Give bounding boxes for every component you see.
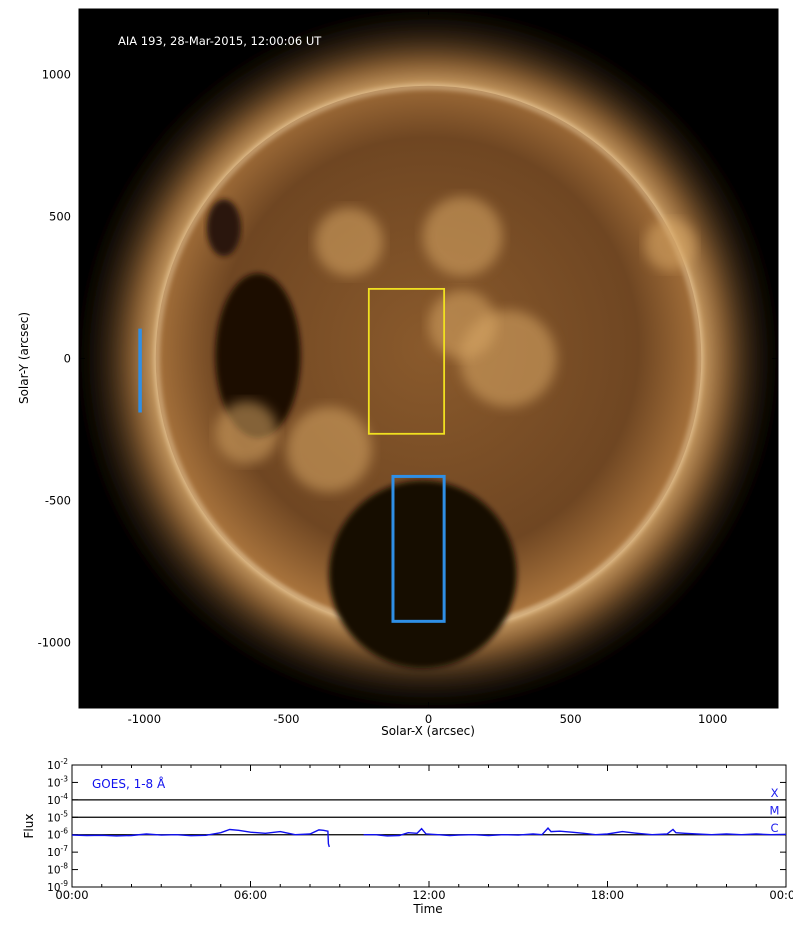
image-y-tick-label: 1000 — [42, 67, 71, 81]
image-title: AIA 193, 28-Mar-2015, 12:00:06 UT — [118, 34, 322, 48]
blue-region-box — [391, 474, 446, 623]
aia-image-panel: AIA 193, 28-Mar-2015, 12:00:06 UT -1000-… — [17, 8, 779, 738]
goes-y-tick-label: 10-3 — [47, 774, 68, 789]
goes-x-tick-label: 00:00 — [769, 888, 793, 902]
image-y-tick-label: -1000 — [38, 636, 71, 650]
active-region — [422, 196, 503, 277]
image-y-tick-label: -500 — [45, 494, 71, 508]
active-region — [286, 406, 372, 493]
image-y-tick-label: 0 — [64, 352, 71, 366]
goes-y-tick-label: 10-6 — [47, 827, 68, 842]
image-x-axis-label: Solar-X (arcsec) — [381, 724, 475, 738]
goes-flux-series — [363, 827, 786, 837]
goes-x-axis-label: Time — [412, 902, 442, 916]
image-x-tick-label: 0 — [425, 712, 432, 726]
northeast-coronal-hole — [206, 199, 241, 257]
goes-x-tick-label: 00:00 — [55, 888, 88, 902]
south-coronal-hole — [329, 480, 517, 669]
image-y-axis-label: Solar-Y (arcsec) — [17, 312, 31, 404]
goes-x-tick-label: 12:00 — [412, 888, 445, 902]
goes-y-tick-label: 10-9 — [47, 879, 68, 894]
goes-y-axis-label: Flux — [22, 814, 36, 839]
active-region — [644, 219, 696, 271]
goes-axes: 10-9 10-8 10-7 10-6 10-5 10-4 10-3 10-2 00:00 06:… — [47, 757, 793, 902]
image-y-tick-label: 500 — [49, 209, 71, 223]
solar-disk — [155, 85, 702, 632]
goes-panel: 10-9 10-8 10-7 10-6 10-5 10-4 10-3 10-2 00:00 06:… — [22, 757, 793, 916]
goes-title: GOES, 1-8 Å — [92, 776, 166, 791]
image-axes: -1000 -500 0 500 1000 -1000 -500 0 500 1000 — [38, 9, 778, 726]
yellow-region-box — [367, 287, 446, 435]
active-region — [314, 207, 384, 277]
goes-y-tick-label: 10-5 — [47, 809, 68, 824]
flare-class-label-x: X — [771, 786, 779, 800]
goes-y-tick-label: 10-8 — [47, 862, 68, 877]
image-x-tick-label: -500 — [273, 712, 299, 726]
flare-class-labels: XMC — [770, 786, 780, 835]
goes-x-tick-label: 18:00 — [591, 888, 624, 902]
active-regions — [215, 196, 696, 493]
goes-series — [72, 827, 786, 848]
flare-class-label-c: C — [770, 821, 778, 835]
image-x-tick-label: -1000 — [128, 712, 161, 726]
image-x-tick-label: 500 — [560, 712, 582, 726]
active-region — [428, 290, 497, 359]
coronal-holes — [206, 199, 517, 669]
goes-plot-frame — [71, 764, 787, 888]
east-coronal-hole — [215, 273, 301, 439]
goes-flux-series — [72, 828, 330, 848]
goes-x-tick-label: 06:00 — [234, 888, 267, 902]
flare-class-label-m: M — [770, 803, 780, 817]
active-region — [215, 401, 278, 464]
region-boxes — [138, 287, 446, 623]
goes-y-tick-label: 10-7 — [47, 844, 68, 859]
goes-y-tick-label: 10-2 — [47, 757, 68, 772]
goes-y-tick-label: 10-4 — [47, 792, 68, 807]
image-x-tick-label: 1000 — [698, 712, 727, 726]
